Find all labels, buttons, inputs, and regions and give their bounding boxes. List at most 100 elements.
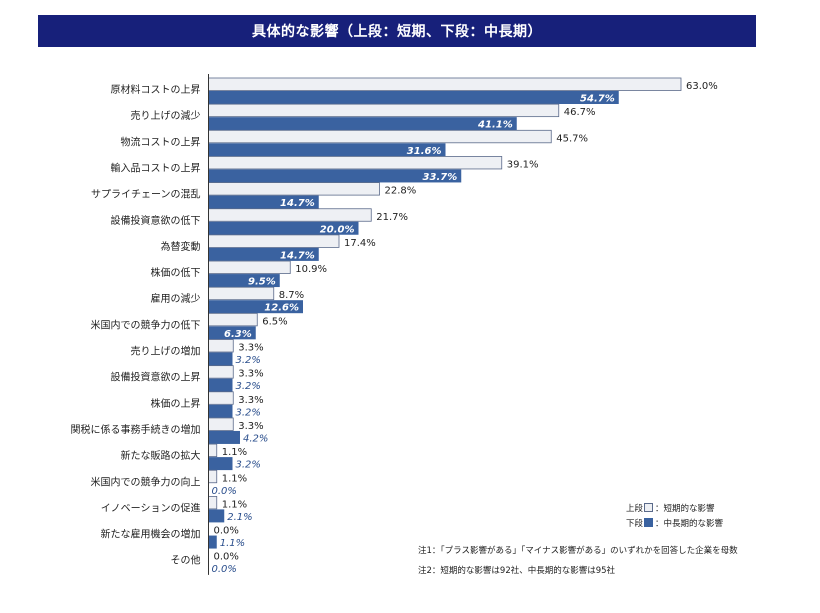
short-term-bar [208,129,552,144]
mid-long-term-value-label: 3.2% [236,460,261,471]
short-term-bar [208,77,682,91]
mid-long-term-value-label: 0.0% [212,486,237,497]
category-label: イノベーションの促進 [101,501,201,514]
mid-long-term-bar [208,430,240,444]
category-label: 新たな雇用機会の増加 [101,528,201,541]
category-label: 輸入品コストの上昇 [111,161,201,174]
short-term-bar [208,286,275,301]
legend-short-label: 上段 [626,503,644,514]
mid-long-term-value-label: 14.7% [280,198,315,209]
short-term-bar [208,443,218,458]
legend-short-swatch [644,503,654,512]
short-term-bar [208,312,258,327]
mid-long-term-value-label: 3.2% [236,407,261,418]
short-term-value-label: 10.9% [295,264,327,275]
short-term-value-label: 1.1% [222,499,247,510]
category-label: 物流コストの上昇 [121,135,201,148]
chart-title: 具体的な影響（上段：短期、下段：中長期） [38,15,756,47]
short-term-bar [208,103,560,118]
mid-long-term-bar [208,509,225,523]
mid-long-term-value-label: 4.2% [243,433,268,444]
mid-long-term-value-label: 1.1% [220,538,245,549]
short-term-value-label: 0.0% [214,526,239,537]
short-term-value-label: 45.7% [556,133,588,144]
short-term-value-label: 6.5% [262,316,287,327]
mid-long-term-bar [208,404,233,418]
short-term-bar [208,365,234,379]
mid-long-term-bar [208,117,517,131]
short-term-bar [208,495,218,510]
mid-long-term-value-label: 6.3% [224,329,252,340]
short-term-bar [208,234,340,248]
mid-long-term-bar [208,274,280,288]
category-label: 原材料コストの上昇 [111,83,201,96]
legend: 上段 ：短期的な影響 下段 ：中長期的な影響 [626,500,723,530]
category-label: 米国内での競争力の低下 [91,318,201,331]
short-term-value-label: 3.3% [238,395,263,406]
short-term-value-label: 22.8% [385,186,417,197]
category-label: サプライチェーンの混乱 [91,189,201,201]
short-term-bar [208,417,234,431]
mid-long-term-value-label: 31.6% [407,146,442,157]
short-term-bar [208,208,372,222]
legend-item-mid: 下段 ：中長期的な影響 [626,515,723,530]
short-term-value-label: 1.1% [222,473,247,484]
category-label: 設備投資意欲の上昇 [111,371,201,384]
mid-long-term-value-label: 41.1% [477,120,513,131]
short-term-bar [208,339,234,353]
category-label: 為替変動 [161,240,201,253]
mid-long-term-value-label: 14.7% [280,250,315,261]
mid-long-term-bar [208,91,619,104]
short-term-bar [208,260,291,274]
short-term-bar [208,156,503,170]
legend-mid-desc: ：中長期的な影響 [655,518,724,529]
short-term-value-label: 8.7% [279,290,304,301]
category-label: 新たな販路の拡大 [121,449,201,462]
short-term-value-label: 1.1% [222,447,247,458]
short-term-bar [208,182,380,196]
short-term-value-label: 3.3% [238,421,263,432]
mid-long-term-bar [208,457,233,471]
mid-long-term-value-label: 3.2% [236,381,261,392]
category-label: 株価の低下 [151,266,201,279]
note-1: 注1：「プラス影響がある」「マイナス影響がある」のいずれかを回答した企業を母数 [418,546,738,556]
mid-long-term-value-label: 54.7% [580,94,615,105]
legend-mid-swatch [644,518,654,527]
mid-long-term-value-label: 2.1% [227,512,252,523]
short-term-value-label: 21.7% [376,212,408,223]
mid-long-term-bar [208,300,303,314]
category-label: 雇用の減少 [151,292,201,305]
mid-long-term-bar [208,326,256,340]
legend-short-desc: ：短期的な影響 [655,503,715,514]
short-term-value-label: 39.1% [507,159,539,170]
mid-long-term-bar [208,195,319,209]
mid-long-term-value-label: 12.6% [264,303,299,314]
category-label: 関税に係る事務手続きの増加 [71,423,201,436]
category-label: 株価の上昇 [151,397,201,410]
short-term-value-label: 63.0% [686,81,718,92]
mid-long-term-value-label: 3.2% [236,355,261,366]
mid-long-term-value-label: 9.5% [248,277,276,288]
mid-long-term-bar [208,221,359,235]
legend-item-short: 上段 ：短期的な影響 [626,500,723,515]
mid-long-term-value-label: 33.7% [423,172,458,183]
short-term-value-label: 3.3% [238,343,263,354]
short-term-bar [208,391,234,405]
short-term-value-label: 3.3% [238,369,263,380]
category-label: 売り上げの増加 [131,345,201,358]
short-term-value-label: 0.0% [214,552,239,563]
short-term-value-label: 17.4% [344,238,376,249]
notes: 注1：「プラス影響がある」「マイナス影響がある」のいずれかを回答した企業を母数 … [418,541,738,581]
short-term-bar [208,469,218,484]
mid-long-term-bar [208,143,446,157]
category-label: 設備投資意欲の低下 [111,214,201,227]
legend-mid-label: 下段 [626,518,644,529]
mid-long-term-bar [208,247,319,261]
mid-long-term-value-label: 0.0% [212,564,237,575]
mid-long-term-bar [208,378,233,392]
mid-long-term-value-label: 20.0% [320,224,355,235]
category-label: その他 [171,554,201,567]
short-term-value-label: 46.7% [564,107,596,118]
mid-long-term-bar [208,352,233,366]
